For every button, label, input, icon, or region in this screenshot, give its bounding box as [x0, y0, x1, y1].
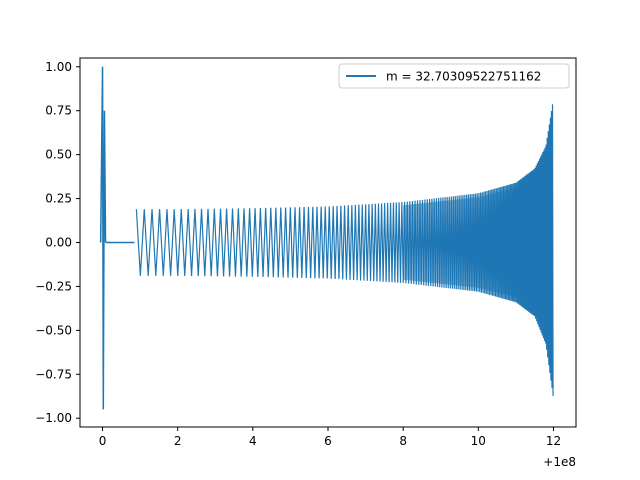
legend: m = 32.70309522751162 — [338, 63, 570, 89]
y-tick-label: 1.00 — [45, 60, 72, 74]
x-tick-label: 4 — [249, 434, 257, 448]
x-tick-label: 0 — [99, 434, 107, 448]
y-axis: 1.00 0.75 0.50 0.25 0.00 −0.25 −0.50 −0.75 −1.00 — [35, 60, 80, 425]
legend-box — [338, 63, 570, 89]
legend-label: m = 32.70309522751162 — [386, 70, 541, 84]
y-tick-label: −0.50 — [35, 323, 72, 337]
y-tick-label: 0.75 — [45, 104, 72, 118]
y-tick-label: 0.00 — [45, 236, 72, 250]
y-tick-label: 0.25 — [45, 192, 72, 206]
y-tick-label: −0.25 — [35, 279, 72, 293]
x-tick-label: 12 — [546, 434, 561, 448]
x-axis: 0 2 4 6 8 10 12 — [99, 427, 561, 448]
x-offset-label: +1e8 — [543, 455, 576, 469]
x-tick-label: 10 — [471, 434, 486, 448]
plot-area — [99, 66, 554, 410]
y-tick-label: −0.75 — [35, 367, 72, 381]
x-tick-label: 2 — [174, 434, 182, 448]
y-tick-label: −1.00 — [35, 411, 72, 425]
series-oscillation-band — [403, 120, 552, 374]
y-tick-label: 0.50 — [45, 148, 72, 162]
series-spike-line — [99, 66, 107, 410]
x-tick-label: 6 — [324, 434, 332, 448]
x-tick-label: 8 — [399, 434, 407, 448]
